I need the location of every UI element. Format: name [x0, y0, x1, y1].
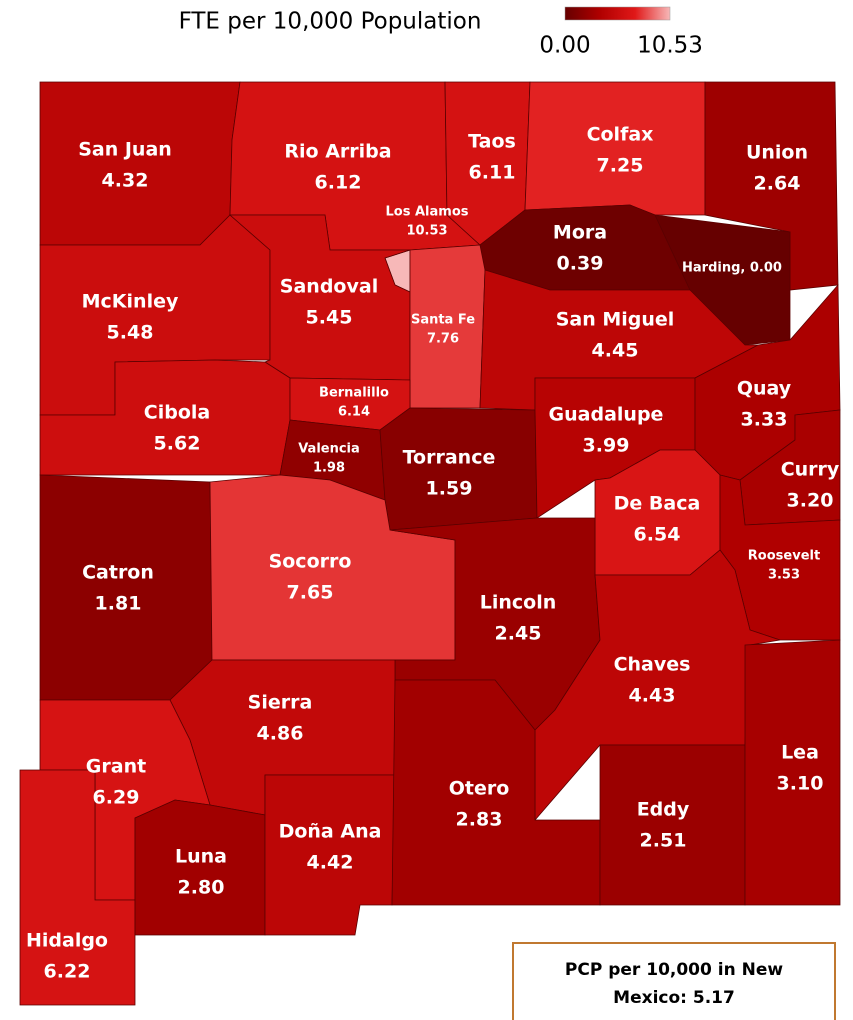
county-name: Sierra — [248, 692, 313, 714]
county-value: 2.83 — [456, 809, 503, 831]
county-label: Harding, 0.00 — [682, 261, 782, 276]
county-name: Lea — [781, 742, 819, 764]
county-name: De Baca — [614, 493, 701, 515]
county-name: Torrance — [403, 447, 496, 469]
county-name: Lincoln — [480, 592, 557, 614]
county-name: Rio Arriba — [284, 141, 391, 163]
county-value: 4.86 — [257, 723, 304, 745]
county — [654, 214, 791, 346]
county-name: Roosevelt — [748, 549, 820, 564]
county-name: Hidalgo — [26, 930, 108, 952]
legend-bar — [564, 6, 671, 21]
county-name: Otero — [449, 778, 510, 800]
county-name: Colfax — [587, 124, 654, 146]
summary-box — [512, 942, 836, 1020]
county-name: Chaves — [614, 654, 691, 676]
summary-line: Mexico: 5.17 — [613, 988, 735, 1008]
county-name: San Miguel — [556, 309, 675, 331]
county-value: 5.62 — [154, 433, 201, 455]
county-value: 6.22 — [44, 961, 91, 983]
counties — [19, 81, 841, 1006]
county-name: McKinley — [82, 291, 179, 313]
county-value: 2.64 — [754, 173, 801, 195]
county-name: Quay — [737, 378, 792, 400]
county-name: Valencia — [298, 442, 360, 457]
county-value: 0.39 — [557, 253, 604, 275]
county — [39, 474, 213, 701]
county-value: 6.54 — [634, 524, 681, 546]
county-value: 1.98 — [313, 461, 345, 476]
county — [379, 407, 538, 531]
county-name: Los Alamos — [386, 205, 469, 220]
county — [391, 679, 601, 906]
county — [134, 799, 266, 936]
county-value: 4.43 — [629, 685, 676, 707]
county-name: Catron — [82, 562, 154, 584]
county-name: San Juan — [78, 139, 172, 161]
county-labels: San Juan 4.32 Rio Arriba 6.12 Taos 6.11 Colfax… — [26, 124, 840, 983]
legend-max: 10.53 — [637, 33, 703, 59]
county-value: 3.33 — [741, 409, 788, 431]
county-value: 1.59 — [426, 478, 473, 500]
county-name: Cibola — [144, 402, 210, 424]
county-value: 6.14 — [338, 405, 370, 420]
county-value: 7.76 — [427, 332, 459, 347]
county-value: 4.32 — [102, 170, 149, 192]
county-name: Eddy — [637, 799, 690, 821]
county-value: 3.53 — [768, 568, 800, 583]
county-value: 6.29 — [93, 787, 140, 809]
county-value: 3.20 — [787, 490, 834, 512]
county-name: Socorro — [269, 551, 352, 573]
county-value: 5.45 — [306, 307, 353, 329]
county-name: Guadalupe — [549, 404, 664, 426]
county-name: Doña Ana — [279, 821, 382, 843]
county-name: Curry — [781, 459, 840, 481]
county-name: Bernalillo — [319, 386, 389, 401]
county — [524, 81, 706, 216]
county-value: 3.99 — [583, 435, 630, 457]
county-value: 6.11 — [469, 162, 516, 184]
county-value: 3.10 — [777, 773, 824, 795]
county-value: 4.42 — [307, 852, 354, 874]
legend-min: 0.00 — [539, 33, 590, 59]
county-value: 2.80 — [178, 877, 225, 899]
county-value: 7.25 — [597, 155, 644, 177]
county-name: Sandoval — [280, 276, 378, 298]
county-name: Grant — [86, 756, 146, 778]
county-value: 2.45 — [495, 623, 542, 645]
county-name: Mora — [553, 222, 607, 244]
county-value: 5.48 — [107, 322, 154, 344]
county-value: 1.81 — [95, 593, 142, 615]
summary-line: PCP per 10,000 in New — [565, 960, 783, 980]
county — [39, 81, 241, 246]
county-value: 6.12 — [315, 172, 362, 194]
county-value: 2.51 — [640, 830, 687, 852]
county-name: Taos — [468, 131, 516, 153]
legend-title: FTE per 10,000 Population — [179, 9, 482, 35]
county — [599, 744, 746, 906]
county-value: 7.65 — [287, 582, 334, 604]
county-name: Santa Fe — [411, 313, 475, 328]
county-value: 10.53 — [406, 224, 447, 239]
county-value: 4.45 — [592, 340, 639, 362]
county-name: Union — [746, 142, 808, 164]
county-name: Luna — [175, 846, 227, 868]
county — [744, 639, 841, 906]
